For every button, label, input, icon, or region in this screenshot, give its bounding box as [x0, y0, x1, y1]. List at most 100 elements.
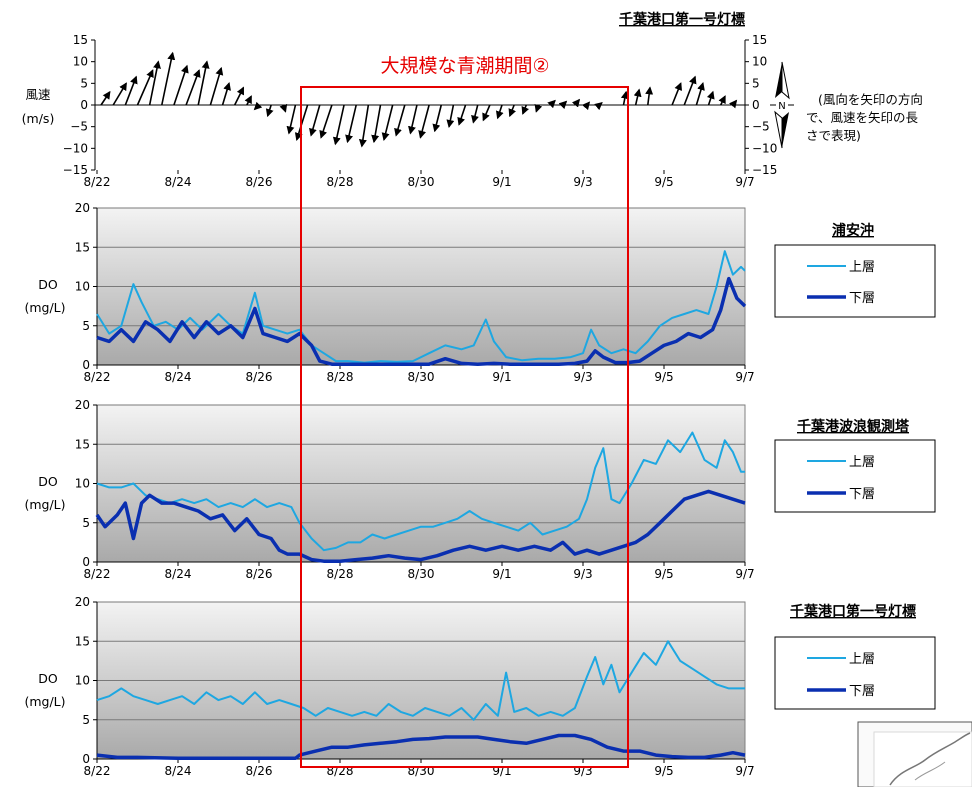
wind-ytick-label-right: −15 — [752, 163, 777, 177]
wind-station-title: 千葉港口第一号灯標 — [619, 11, 745, 28]
ytick-label: 5 — [82, 713, 90, 727]
wind-vector-arrow — [309, 104, 321, 137]
compass-label: N — [778, 101, 785, 112]
wind-xtick-label: 8/22 — [84, 175, 111, 189]
north-arrow-icon — [770, 61, 794, 149]
ylabel-line2-3: (mg/L) — [24, 694, 65, 709]
wind-vector-arrow — [209, 66, 224, 106]
legend-box-1 — [774, 244, 936, 318]
wind-ytick-label-right: 10 — [752, 55, 767, 69]
x-ticks-1: 8/22 8/24 8/26 8/28 8/30 9/1 9/3 9/5 9/7 — [84, 365, 755, 384]
xtick-label: 8/28 — [327, 567, 354, 581]
xtick-label: 9/1 — [492, 567, 511, 581]
wind-vector-arrow — [112, 82, 127, 106]
ytick-label: 20 — [75, 595, 90, 609]
wind-vector-arrow — [633, 88, 642, 106]
wind-xtick-label: 8/26 — [246, 175, 273, 189]
xtick-label: 9/5 — [654, 370, 673, 384]
xtick-label: 8/22 — [84, 370, 111, 384]
wind-vector-arrow — [645, 86, 654, 106]
xtick-label: 8/26 — [246, 567, 273, 581]
wind-xtick-label: 9/7 — [735, 175, 754, 189]
xtick-label: 8/30 — [408, 567, 435, 581]
wind-vector-arrow — [371, 104, 382, 144]
legend-label-upper-1: 上層 — [849, 260, 875, 275]
wind-vector-arrow — [482, 104, 491, 122]
ytick-label: 0 — [82, 555, 90, 569]
wind-vector-arrow — [706, 90, 715, 106]
ylabel-line1-1: DO — [38, 277, 58, 292]
wind-xtick-label: 9/1 — [492, 175, 511, 189]
wind-vector-arrow — [197, 60, 210, 106]
y-ticks-2: 0 5 10 15 20 — [75, 398, 97, 569]
wind-vector-arrow — [671, 82, 683, 106]
wind-ytick-label-right: 5 — [752, 76, 760, 90]
wind-ytick-label: −15 — [63, 163, 88, 177]
wind-ytick-label: 10 — [73, 55, 88, 69]
wind-ytick-label-right: 15 — [752, 33, 767, 47]
wind-xtick-label: 9/3 — [573, 175, 592, 189]
ylabel-line1-2: DO — [38, 474, 58, 489]
wind-vector-arrow — [185, 69, 201, 106]
ytick-label: 10 — [75, 280, 90, 294]
wind-xtick-label: 8/24 — [165, 175, 192, 189]
wind-xtick-label: 8/28 — [327, 175, 354, 189]
xtick-label: 9/7 — [735, 370, 754, 384]
legend-label-upper-3: 上層 — [849, 652, 875, 667]
wind-vector-arrow — [620, 90, 629, 106]
y-ticks-1: 0 5 10 15 20 — [75, 201, 97, 372]
legend-2: 上層 下層 — [774, 439, 936, 513]
xtick-label: 8/30 — [408, 370, 435, 384]
wind-vector-arrow — [279, 103, 288, 113]
ytick-label: 20 — [75, 201, 90, 215]
series-line-lower-1 — [96, 276, 747, 366]
legend-label-upper-2: 上層 — [849, 455, 875, 470]
x-ticks-2: 8/22 8/24 8/26 8/28 8/30 9/1 9/3 9/5 9/7 — [84, 562, 755, 581]
ylabel-line1-3: DO — [38, 671, 58, 686]
wind-vector-arrow — [381, 104, 394, 141]
ytick-label: 15 — [75, 240, 90, 254]
wind-vector-arrow — [495, 104, 504, 120]
wind-vector-arrow — [683, 75, 697, 106]
wind-vector-arrow — [161, 51, 176, 106]
wind-vector-arrow — [345, 104, 357, 144]
wind-yticks-right: 15 10 5 0 −5 −10 −15 — [745, 33, 777, 177]
wind-vector-arrow — [547, 99, 556, 109]
wind-annotation-line2: で、風速を矢印の長 — [806, 110, 919, 125]
ytick-label: 10 — [75, 477, 90, 491]
series-line-lower-3 — [96, 733, 746, 760]
wind-ytick-label-right: −5 — [752, 120, 770, 134]
xtick-label: 8/24 — [165, 567, 192, 581]
xtick-label: 9/7 — [735, 764, 754, 778]
legend-box-3 — [774, 636, 936, 710]
wind-ytick-label: 15 — [73, 33, 88, 47]
wind-vector-arrow — [432, 104, 443, 133]
wind-vector-arrow — [173, 64, 189, 106]
wind-vector-arrow — [148, 60, 161, 106]
wind-vector-arrow — [408, 104, 418, 135]
xtick-label: 9/7 — [735, 567, 754, 581]
series-line-lower-2 — [95, 489, 746, 563]
xtick-label: 8/22 — [84, 567, 111, 581]
wind-vector-arrow — [244, 95, 252, 106]
wind-vector-arrow — [332, 104, 345, 146]
legend-label-lower-2: 下層 — [849, 487, 875, 502]
wind-vector-arrow — [718, 95, 726, 106]
ylabel-line2-1: (mg/L) — [24, 300, 65, 315]
wind-vector-arrow — [265, 104, 274, 118]
ylabel-line2-2: (mg/L) — [24, 497, 65, 512]
legend-box-2 — [774, 439, 936, 513]
ytick-label: 5 — [82, 319, 90, 333]
xtick-label: 9/5 — [654, 567, 673, 581]
xtick-label: 8/22 — [84, 764, 111, 778]
do-panel-wave-tower: 0 5 10 15 20 8/22 8/24 8/26 8/28 8/30 9/1 9/3 9/5 9/… — [24, 398, 936, 581]
wind-vector-arrow — [394, 104, 406, 137]
wind-vector-arrow — [729, 99, 738, 109]
wind-ytick-label-right: −10 — [752, 141, 777, 155]
legend-3: 上層 下層 — [774, 636, 936, 710]
wind-vector-arrow — [136, 69, 154, 106]
wind-vector-arrow — [471, 104, 479, 124]
xtick-label: 8/28 — [327, 370, 354, 384]
ytick-label: 15 — [75, 634, 90, 648]
